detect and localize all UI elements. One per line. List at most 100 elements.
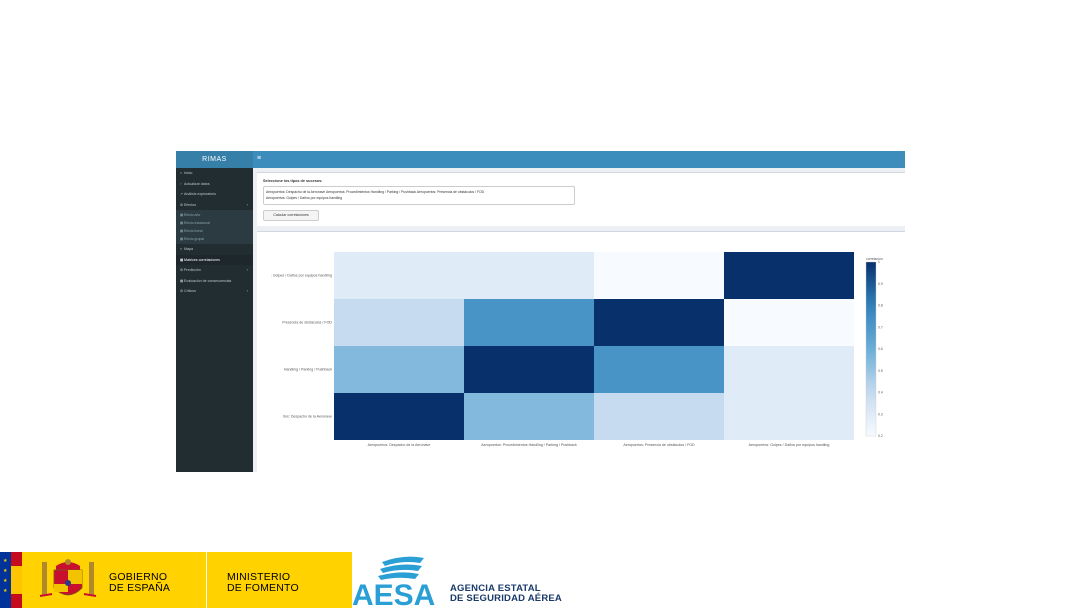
table-icon: ▦ (180, 221, 184, 225)
selected-tags-line-2[interactable]: Aeropuertos: Golpes / Daños por equipos … (266, 196, 343, 200)
heatmap-cell[interactable] (464, 252, 594, 299)
sidebar-item-1[interactable]: ↑ Actualizar datos (176, 179, 253, 190)
colorbar-tick: 0.4 (878, 391, 883, 395)
chevron-left-icon: ‹ (246, 201, 248, 207)
heatmap-cell[interactable] (594, 393, 724, 440)
coat-of-arms-icon (39, 559, 97, 597)
calculate-correlations-button[interactable]: Calcular correlaciones (263, 210, 319, 221)
gobierno-text-line-2: DE ESPAÑA (109, 582, 171, 594)
x-tick-label: Aeropuertos: Presencia de obstáculos / F… (623, 443, 695, 447)
sidebar-item-2[interactable]: ↗Análisis exploratorio (176, 189, 253, 200)
heatmap-cell[interactable] (334, 346, 464, 393)
colorbar-tick: 0.8 (878, 304, 883, 308)
ministerio-text-line-1: MINISTERIO (227, 571, 291, 583)
sidebar-item-label: Efectos (184, 202, 196, 207)
y-tick-label: Handling / Parking / Pushback (284, 368, 332, 372)
submenu-item-label: Efecto grupal (184, 237, 204, 241)
selected-tags-line-1[interactable]: Aeropuertos: Despacho de la Aeronave Aer… (266, 190, 485, 194)
submenu-item-label: Efecto lineal (184, 229, 203, 233)
correlation-heatmap: : Golpes / Daños por equipos handling Pre… (271, 252, 883, 447)
chevron-left-icon: ‹ (246, 288, 248, 293)
sidebar-item-8[interactable]: ⚙Criticos ‹ (176, 286, 253, 297)
sidebar-item-label: Actualizar datos (184, 181, 210, 186)
sidebar-item-3[interactable]: ⚙Efectos ‹ (176, 200, 253, 211)
cog-icon: ⚙ (180, 289, 184, 293)
colorbar-tick: 0.6 (878, 347, 883, 351)
top-navbar: ≡ (253, 151, 905, 168)
heatmap-cell[interactable] (724, 299, 854, 346)
gobierno-text-line-1: GOBIERNO (109, 571, 168, 583)
y-tick-label: Presencia de obstáculos / FOD (282, 321, 332, 325)
heatmap-cell[interactable] (334, 252, 464, 299)
sidebar-item-6[interactable]: ⚙Predicción ‹ (176, 265, 253, 276)
sidebar-nav: ⌂ Inicio ↑ Actualizar datos ↗Análisis explor… (176, 168, 253, 297)
sidebar-item-label: Análisis exploratorio (184, 192, 217, 196)
cog-icon: ⚙ (180, 268, 184, 272)
colorbar (865, 261, 877, 437)
upload-icon: ↑ (180, 181, 182, 186)
colorbar-tick: 1 (878, 260, 880, 264)
heatmap-cell[interactable] (334, 393, 464, 440)
app-brand[interactable]: RIMAS (176, 151, 253, 168)
heatmap-cell[interactable] (594, 252, 724, 299)
colorbar-title: correlacion (866, 257, 883, 261)
x-tick-label: Aeropuertos: Procedimientos Handling / P… (481, 443, 577, 447)
submenu-item-3[interactable]: ▦Efecto grupal (176, 235, 253, 243)
efectos-submenu: ▦Efecto año ▦Efecto estacional ▦Efecto lin… (176, 210, 253, 244)
heatmap-cell[interactable] (724, 252, 854, 299)
submenu-item-label: Efecto estacional (184, 221, 210, 225)
app-screenshot: RIMAS ⌂ Inicio ↑ Actualizar datos ↗Análisis … (176, 151, 905, 472)
event-type-multiselect[interactable]: Aeropuertos: Despacho de la Aeronave Aer… (263, 186, 575, 205)
table-icon: ▦ (180, 213, 184, 217)
submenu-item-0[interactable]: ▦Efecto año (176, 211, 253, 219)
submenu-item-2[interactable]: ▦Efecto lineal (176, 227, 253, 235)
heatmap-cell[interactable] (464, 346, 594, 393)
heatmap-box: : Golpes / Daños por equipos handling Pre… (257, 231, 905, 472)
table-icon: ▦ (180, 237, 184, 241)
home-icon: ⌂ (180, 171, 183, 175)
heatmap-cell[interactable] (724, 346, 854, 393)
sidebar-item-4[interactable]: ⌖ Mapa (176, 244, 253, 255)
chevron-left-icon: ‹ (246, 267, 248, 272)
sidebar-item-label: Inicio (184, 171, 193, 175)
sidebar-item-label: Matrices correlaciones (184, 257, 220, 262)
table-icon: ▦ (180, 229, 184, 233)
ministerio-text-line-2: DE FOMENTO (227, 582, 299, 594)
colorbar-tick: 0.5 (878, 369, 883, 373)
x-tick-label: Aeropuertos: Despacho de la Aeronave (368, 443, 431, 447)
y-tick-label: rtos: Despacho de la Aeronave (283, 415, 332, 419)
heatmap-cell[interactable] (594, 299, 724, 346)
event-selector-box: Seleccione los tipos de sucesos: Aeropue… (257, 172, 905, 226)
aesa-text-line-1: AGENCIA ESTATAL (450, 583, 541, 594)
colorbar-tick: 0.9 (878, 282, 883, 286)
heatmap-cell[interactable] (724, 393, 854, 440)
submenu-item-1[interactable]: ▦Efecto estacional (176, 219, 253, 227)
heatmap-cell[interactable] (334, 299, 464, 346)
sidebar-item-label: Evaluación de consecuencias (184, 278, 232, 283)
sidebar-item-label: Criticos (184, 289, 196, 293)
aesa-text-line-2: DE SEGURIDAD AÉREA (450, 593, 562, 604)
heatmap-cell[interactable] (464, 299, 594, 346)
heatmap-cell[interactable] (594, 346, 724, 393)
sidebar-item-5[interactable]: ▦Matrices correlaciones (176, 254, 253, 265)
colorbar-tick: 0.3 (878, 412, 883, 416)
sidebar-item-label: Mapa (184, 247, 193, 251)
spain-flag-icon (11, 552, 22, 608)
footer-logos: ★ ★ ★ ★ GOBIERNO DE ESPAÑA MINISTERIO (0, 552, 1080, 608)
eu-flag-icon: ★ ★ ★ ★ (0, 552, 11, 608)
sidebar-item-7[interactable]: ▦Evaluación de consecuencias (176, 276, 253, 287)
colorbar-tick: 0.2 (878, 434, 883, 438)
cog-icon: ⚙ (180, 202, 184, 207)
y-tick-label: : Golpes / Daños por equipos handling (271, 274, 332, 278)
aesa-logo-icon: AESA (352, 556, 435, 608)
sidebar: RIMAS ⌂ Inicio ↑ Actualizar datos ↗Análisis … (176, 151, 253, 472)
gobierno-banner: ★ ★ ★ ★ GOBIERNO DE ESPAÑA MINISTERIO (0, 552, 352, 608)
menu-toggle-icon[interactable]: ≡ (257, 155, 262, 162)
sidebar-item-0[interactable]: ⌂ Inicio (176, 168, 253, 179)
chart-icon: ↗ (180, 192, 184, 196)
aesa-logo-text: AESA (352, 579, 435, 608)
table-icon: ▦ (180, 278, 184, 283)
main-content: Seleccione los tipos de sucesos: Aeropue… (253, 168, 905, 472)
heatmap-cell[interactable] (464, 393, 594, 440)
